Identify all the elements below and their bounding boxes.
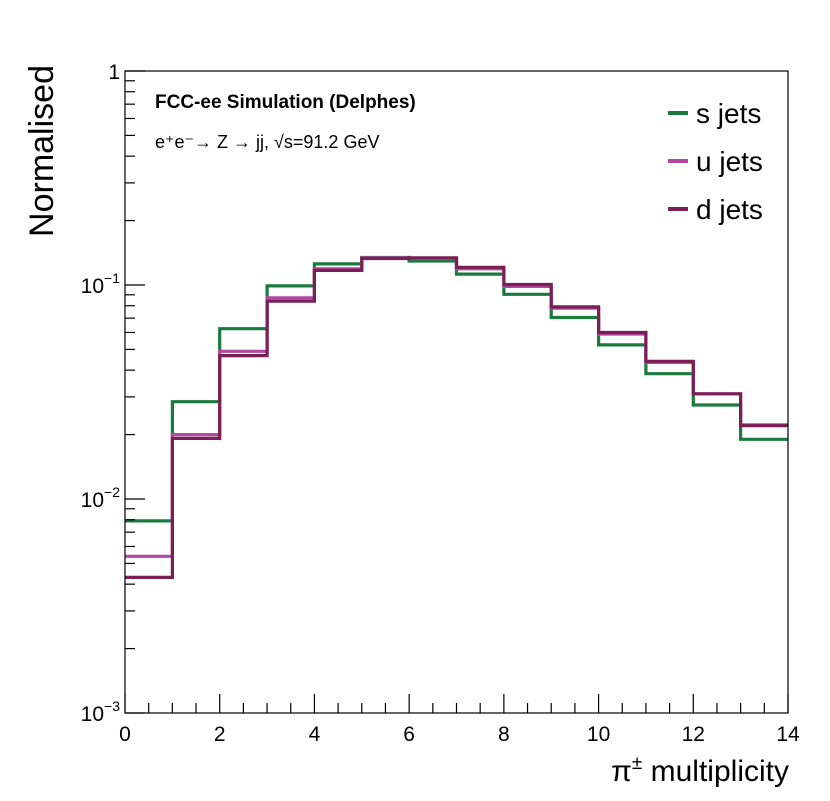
x-tick-label: 12	[682, 723, 705, 746]
x-tick-label: 14	[776, 723, 800, 746]
y-tick-label-exponent: −2	[104, 484, 120, 500]
y-tick-label-base: 10	[81, 275, 104, 298]
series-layer	[125, 255, 788, 579]
y-tick-label: 10−2	[81, 484, 121, 512]
x-axis-label-superscript: ±	[632, 753, 642, 774]
y-tick-label-base: 10	[81, 489, 104, 512]
y-tick-label: 10−1	[81, 270, 121, 298]
x-tick-label: 6	[403, 723, 415, 746]
legend: s jets u jets d jets	[668, 98, 763, 225]
legend-label-s-jets: s jets	[696, 98, 761, 129]
y-tick-label-exponent: −1	[104, 270, 120, 286]
y-axis-label: Normalised	[23, 65, 61, 237]
x-axis-label-text: multiplicity	[642, 755, 789, 788]
x-tick-label: 0	[119, 723, 131, 746]
series-d-jets-line	[125, 256, 788, 579]
x-tick-label: 10	[587, 723, 610, 746]
y-tick-label-exponent: −3	[104, 698, 120, 714]
y-tick-label: 10−3	[81, 698, 121, 726]
y-tick-label: 1	[108, 61, 120, 84]
annotation-process: e⁺e⁻→ Z → jj, √s=91.2 GeV	[155, 132, 379, 152]
y-tick-label-base: 1	[108, 61, 120, 84]
x-axis-label-symbol: π	[611, 755, 632, 788]
x-tick-label: 8	[498, 723, 510, 746]
annotation-title: FCC-ee Simulation (Delphes)	[155, 92, 416, 113]
legend-label-u-jets: u jets	[696, 146, 763, 177]
x-tick-label: 4	[309, 723, 321, 746]
x-axis-label: π± multiplicity	[611, 753, 789, 788]
y-tick-label-base: 10	[81, 703, 104, 726]
legend-label-d-jets: d jets	[696, 194, 763, 225]
x-tick-label: 2	[214, 723, 226, 746]
